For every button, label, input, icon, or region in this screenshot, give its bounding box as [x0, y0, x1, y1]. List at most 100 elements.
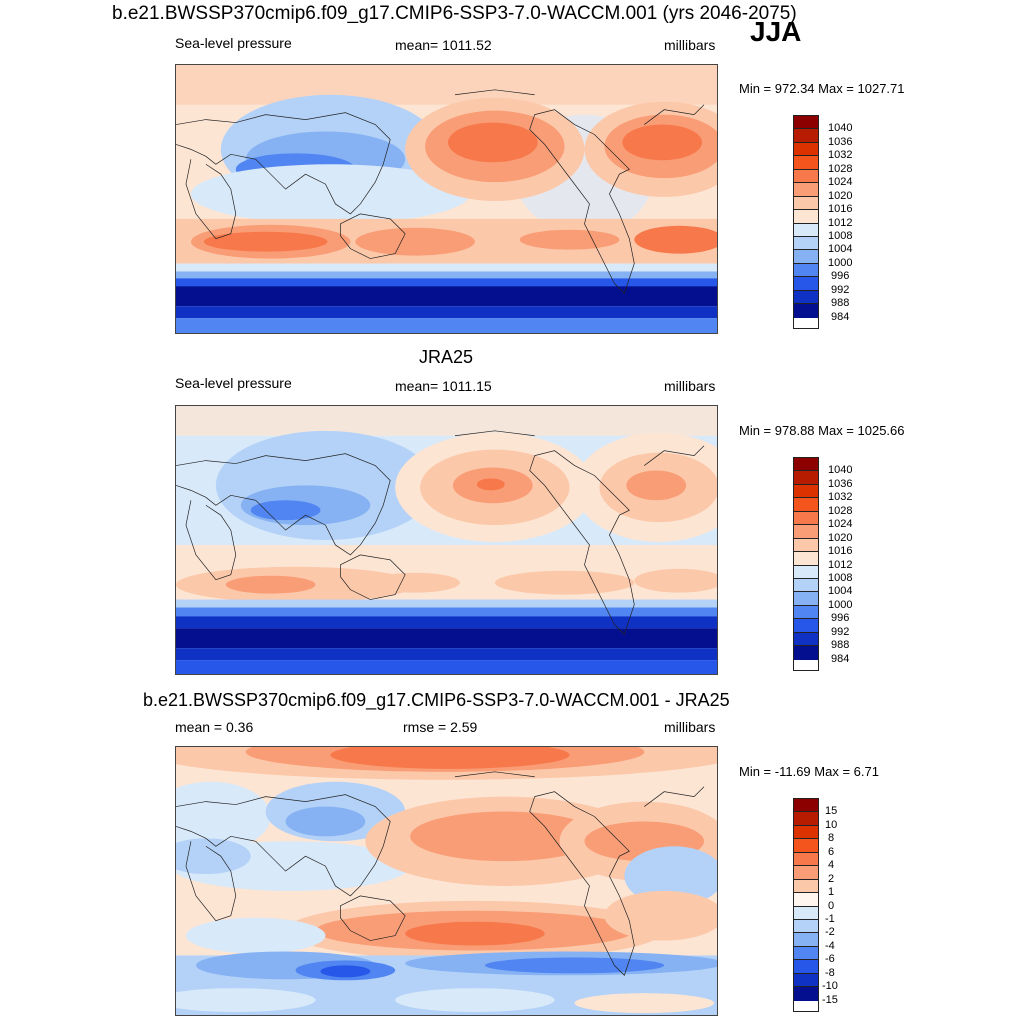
panel1-colorbar-box: [794, 290, 818, 305]
panel2-units-label: millibars: [664, 378, 716, 394]
panel2-colorbar-label: 1012: [828, 559, 853, 571]
panel2-colorbar-label: 1028: [828, 505, 853, 517]
panel2-colorbar-label: 1004: [828, 585, 853, 597]
panel1-colorbar-label: 1000: [828, 257, 853, 269]
panel1-colorbar-label: 1008: [828, 230, 853, 242]
panel1-title: b.e21.BWSSP370cmip6.f09_g17.CMIP6-SSP3-7…: [112, 3, 797, 24]
panel1-colorbar-box: [794, 156, 818, 170]
panel1-colorbar-box: [794, 304, 818, 318]
panel1-colorbar-label: 1028: [828, 163, 853, 175]
panel1-colorbar-box: [794, 169, 818, 184]
panel2-colorbar-box: [794, 552, 818, 566]
panel1-colorbar-box: [794, 236, 818, 251]
panel3-colorbar-box: [794, 973, 818, 988]
panel3-colorbar-box: [794, 879, 818, 894]
panel3-colorbar-label: -15: [822, 994, 838, 1006]
panel1-colorbar-box: [794, 129, 818, 143]
panel1-colorbar-label: 1036: [828, 136, 853, 148]
panel2-colorbar-label: 1032: [828, 491, 853, 503]
panel1-colorbar-label: 1032: [828, 149, 853, 161]
panel1-colorbar-label: 1012: [828, 217, 853, 229]
panel2-colorbar-label: 1036: [828, 478, 853, 490]
panel2-map: [175, 405, 718, 675]
panel1-colorbar-box: [794, 142, 818, 157]
panel3-map: [175, 746, 718, 1016]
panel1-colorbar-box: [794, 263, 818, 278]
panel1-colorbar-box: [794, 250, 818, 264]
panel2-colorbar-label: 1008: [828, 572, 853, 584]
panel3-colorbar-box: [794, 812, 818, 826]
panel1-minmax: Min = 972.34 Max = 1027.71: [739, 81, 905, 96]
panel2-title: JRA25: [419, 347, 474, 367]
panel3-colorbar-label: -6: [825, 953, 835, 965]
panel3-colorbar-box: [794, 866, 818, 880]
panel2-colorbar-box: [794, 458, 818, 472]
panel2-colorbar: [793, 457, 819, 671]
panel1-colorbar-label: 1024: [828, 176, 853, 188]
panel2-colorbar-label: 992: [831, 626, 850, 638]
panel2-colorbar-box: [794, 484, 818, 499]
panel3-colorbar-label: -10: [822, 980, 838, 992]
panel1-colorbar-label: 1016: [828, 203, 853, 215]
panel3-colorbar-label: -4: [825, 940, 835, 952]
panel3-colorbar-label: 2: [828, 873, 835, 885]
panel3-colorbar-box: [794, 799, 818, 813]
panel2-colorbar-box: [794, 578, 818, 593]
panel2-minmax: Min = 978.88 Max = 1025.66: [739, 423, 905, 438]
panel1-colorbar-label: 1040: [828, 122, 853, 134]
panel2-variable-label: Sea-level pressure: [175, 375, 292, 391]
panel2-colorbar-box: [794, 592, 818, 606]
panel2-mean-label: mean= 1011.15: [395, 378, 492, 394]
panel2-colorbar-box: [794, 632, 818, 647]
panel3-colorbar-box: [794, 825, 818, 840]
panel2-colorbar-box: [794, 565, 818, 579]
panel3-units-label: millibars: [664, 719, 716, 735]
season-label: JJA: [750, 16, 802, 47]
panel3-colorbar-label: -8: [825, 967, 835, 979]
panel3-colorbar-label: 8: [828, 832, 835, 844]
panel1-colorbar-label: 1020: [828, 190, 853, 202]
panel1-colorbar: [793, 115, 819, 329]
panel2-colorbar-box: [794, 471, 818, 485]
panel2-colorbar-label: 1000: [828, 599, 853, 611]
panel3-colorbar-box: [794, 893, 818, 907]
panel1-colorbar-box: [794, 116, 818, 130]
panel3-colorbar-label: -1: [825, 913, 835, 925]
panel2-colorbar-label: 1024: [828, 518, 853, 530]
panel2-colorbar-box: [794, 646, 818, 660]
panel3-rmse-label: rmse = 2.59: [403, 719, 478, 735]
panel2-colorbar-box: [794, 605, 818, 620]
panel1-colorbar-label: 992: [831, 284, 850, 296]
panel1-mean-label: mean= 1011.52: [395, 37, 492, 53]
panel3-colorbar-box: [794, 946, 818, 961]
panel2-colorbar-box: [794, 498, 818, 512]
panel1-units-label: millibars: [664, 37, 716, 53]
panel1-colorbar-label: 988: [831, 297, 850, 309]
panel3-colorbar: [793, 798, 819, 1012]
panel1-colorbar-label: 996: [831, 270, 850, 282]
panel3-colorbar-box: [794, 839, 818, 853]
panel2-colorbar-box: [794, 511, 818, 526]
panel1-colorbar-box: [794, 277, 818, 291]
panel2-colorbar-label: 988: [831, 639, 850, 651]
panel1-colorbar-label: 1004: [828, 243, 853, 255]
panel3-colorbar-label: 0: [828, 900, 835, 912]
panel3-colorbar-box: [794, 852, 818, 867]
panel3-colorbar-box: [794, 987, 818, 1001]
panel1-map: [175, 64, 718, 334]
panel1-colorbar-box: [794, 196, 818, 211]
panel3-colorbar-label: 10: [825, 819, 838, 831]
panel3-colorbar-box: [794, 960, 818, 974]
panel1-colorbar-label: 984: [831, 311, 850, 323]
panel2-colorbar-label: 1016: [828, 545, 853, 557]
panel3-colorbar-label: 15: [825, 805, 838, 817]
panel2-colorbar-label: 996: [831, 612, 850, 624]
panel3-mean-label: mean = 0.36: [175, 719, 254, 735]
panel3-colorbar-label: -2: [825, 926, 835, 938]
panel2-colorbar-box: [794, 538, 818, 553]
panel1-variable-label: Sea-level pressure: [175, 35, 292, 51]
panel1-colorbar-box: [794, 210, 818, 224]
panel3-minmax: Min = -11.69 Max = 6.71: [739, 764, 879, 779]
panel3-colorbar-box: [794, 933, 818, 947]
panel3-colorbar-label: 4: [828, 859, 835, 871]
